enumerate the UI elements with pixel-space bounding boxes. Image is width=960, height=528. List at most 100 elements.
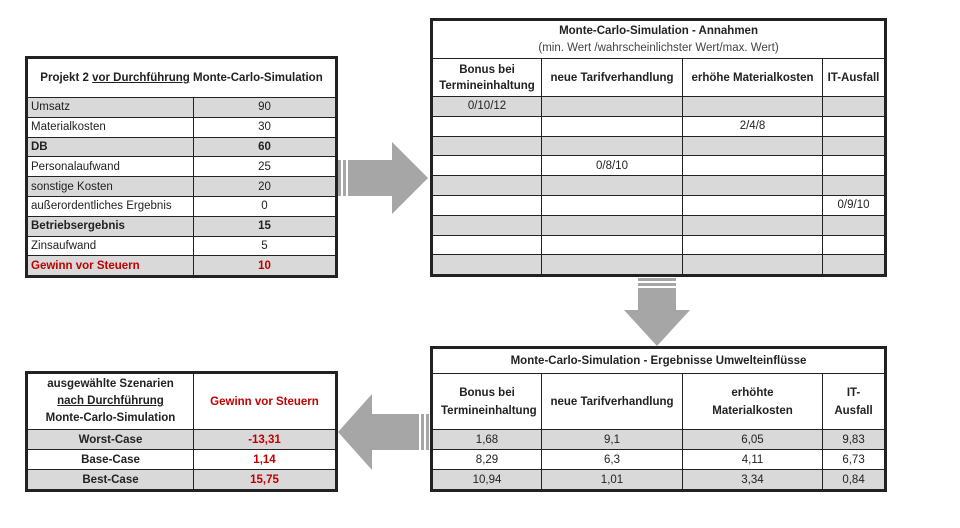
table-row: Materialkosten 30 — [27, 116, 337, 138]
table-cell — [541, 115, 683, 137]
table-cell: 2/4/8 — [682, 115, 823, 137]
table-row: Base-Case 1,14 — [27, 449, 336, 470]
column-header: Bonus bei Termineinhaltung — [432, 373, 542, 430]
scenarios-header: ausgewählte Szenarien nach Durchführung … — [27, 373, 194, 430]
column-header: IT-Ausfall — [821, 58, 886, 97]
table-cell — [682, 175, 823, 196]
table-cell: 4,11 — [682, 449, 823, 470]
assumptions-title: Monte-Carlo-Simulation - Annahmen (min. W… — [431, 20, 886, 59]
table-cell — [682, 194, 823, 216]
table-row: Worst-Case -13,31 — [27, 429, 336, 450]
scenario-value: -13,31 — [193, 429, 336, 450]
row-value: 60 — [192, 136, 337, 158]
row-label: sonstige Kosten — [27, 176, 194, 197]
row-label: Umsatz — [27, 97, 194, 118]
column-header: neue Tarifverhandlung — [541, 373, 683, 430]
table-cell: 9,83 — [821, 429, 886, 450]
table-cell: 6,05 — [682, 429, 823, 450]
table-cell — [682, 96, 823, 117]
table-cell — [432, 194, 542, 216]
table-row: Personalaufwand 25 — [27, 156, 337, 178]
table-cell — [541, 175, 683, 196]
row-label: Zinsaufwand — [27, 235, 194, 257]
table-row: 1,68 9,1 6,05 9,83 — [432, 429, 886, 450]
before-table-title: Projekt 2 vor Durchführung Monte-Carlo-S… — [26, 58, 337, 98]
column-header: erhöhte Materialkosten — [682, 373, 823, 430]
table-cell — [432, 135, 542, 157]
table-row: Zinsaufwand 5 — [27, 235, 337, 257]
scenario-label: Best-Case — [27, 469, 194, 490]
table-cell: 0/8/10 — [541, 155, 683, 177]
row-value: 30 — [192, 116, 337, 138]
table-row — [432, 214, 886, 236]
table-row: 0/9/10 — [432, 194, 886, 216]
table-cell: 3,34 — [682, 469, 823, 490]
table-cell — [541, 194, 683, 216]
table-row: Gewinn vor Steuern 10 — [27, 255, 337, 277]
table-row: Umsatz 90 — [27, 97, 337, 118]
table-row — [432, 135, 886, 157]
row-value: 15 — [192, 215, 337, 237]
arrow-right-icon — [338, 142, 428, 214]
table-cell — [821, 155, 886, 177]
table-cell: 9,1 — [541, 429, 683, 450]
results-table: Monte-Carlo-Simulation - Ergebnisse Umwe… — [429, 346, 888, 492]
table-row: 0/10/12 — [432, 96, 886, 117]
row-value: 5 — [192, 235, 337, 257]
table-cell: 0/9/10 — [821, 194, 886, 216]
table-row: 8,29 6,3 4,11 6,73 — [432, 449, 886, 470]
table-cell — [541, 135, 683, 157]
table-cell — [821, 175, 886, 196]
table-cell — [541, 234, 683, 256]
table-cell — [541, 96, 683, 117]
assumptions-table: Monte-Carlo-Simulation - Annahmen (min. W… — [429, 17, 888, 278]
scenario-value: 15,75 — [193, 469, 336, 490]
column-header: erhöhe Materialkosten — [682, 58, 823, 97]
table-cell — [682, 214, 823, 236]
row-value: 25 — [192, 156, 337, 178]
column-header: IT-Ausfall — [821, 373, 886, 430]
table-cell: 6,3 — [541, 449, 683, 470]
table-cell — [432, 234, 542, 256]
column-header: Bonus bei Termineinhaltung — [432, 58, 542, 97]
table-cell — [432, 175, 542, 196]
row-value: 10 — [192, 255, 337, 277]
table-row: Best-Case 15,75 — [27, 469, 336, 490]
table-cell — [821, 115, 886, 137]
scenario-value: 1,14 — [193, 449, 336, 470]
before-simulation-table: Projekt 2 vor Durchführung Monte-Carlo-S… — [24, 55, 339, 279]
table-cell: 0/10/12 — [432, 96, 542, 117]
results-title: Monte-Carlo-Simulation - Ergebnisse Umwe… — [431, 348, 886, 374]
table-row: 0/8/10 — [432, 155, 886, 177]
table-cell — [432, 214, 542, 236]
table-cell — [432, 115, 542, 137]
row-label: Betriebsergebnis — [27, 215, 194, 237]
scenarios-value-header: Gewinn vor Steuern — [193, 373, 336, 430]
row-value: 90 — [192, 97, 337, 118]
table-row: außerordentliches Ergebnis 0 — [27, 195, 337, 217]
table-cell: 1,68 — [432, 429, 542, 450]
table-cell — [821, 254, 886, 276]
table-row: DB 60 — [27, 136, 337, 158]
table-cell — [682, 155, 823, 177]
row-value: 0 — [192, 195, 337, 217]
table-cell — [821, 234, 886, 256]
scenario-label: Base-Case — [27, 449, 194, 470]
table-row: 2/4/8 — [432, 115, 886, 137]
table-cell — [541, 254, 683, 276]
arrow-left-icon — [338, 394, 429, 470]
row-value: 20 — [192, 176, 337, 197]
table-cell — [682, 254, 823, 276]
table-cell — [821, 135, 886, 157]
table-row: Betriebsergebnis 15 — [27, 215, 337, 237]
table-cell: 1,01 — [541, 469, 683, 490]
row-label: Materialkosten — [27, 116, 194, 138]
column-header: neue Tarifverhandlung — [541, 58, 683, 97]
table-cell: 6,73 — [821, 449, 886, 470]
arrow-down-icon — [624, 278, 690, 346]
table-cell: 0,84 — [821, 469, 886, 490]
table-cell: 10,94 — [432, 469, 542, 490]
row-label: Gewinn vor Steuern — [27, 255, 194, 277]
table-row — [432, 234, 886, 256]
row-label: außerordentliches Ergebnis — [27, 195, 194, 217]
